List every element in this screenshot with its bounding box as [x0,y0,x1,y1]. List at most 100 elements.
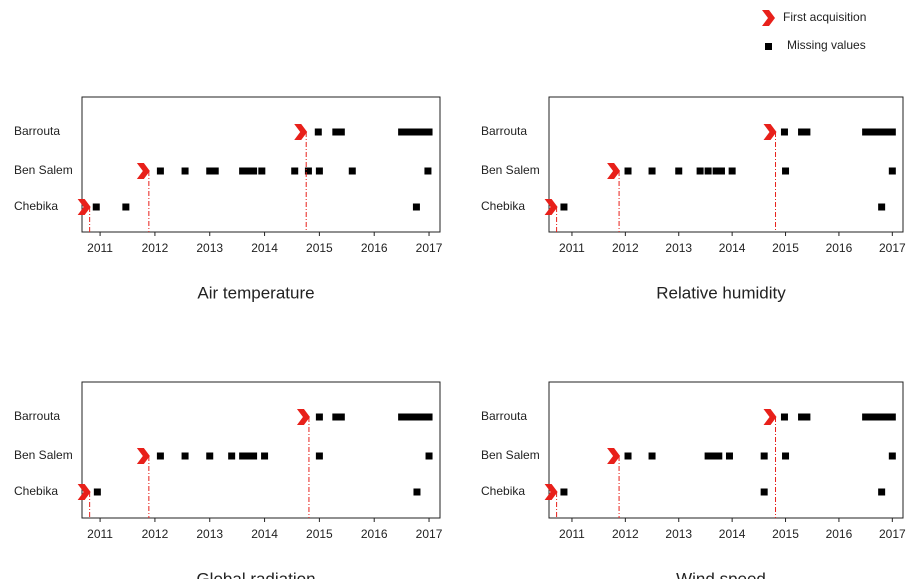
missing-value [258,167,266,175]
missing-value [888,452,896,460]
plot-frame [548,96,904,233]
first-acquisition-marker [136,163,150,179]
station-label: Barrouta [481,409,527,423]
legend-swatch [765,43,772,50]
x-tick-label: 2015 [306,527,333,541]
first-acquisition-marker [607,163,621,179]
missing-value [239,452,247,460]
x-tick-label: 2013 [665,241,692,255]
missing-value [878,203,886,211]
x-tick-label: 2012 [142,241,169,255]
station-label: Ben Salem [481,163,540,177]
missing-value [780,413,788,421]
first-acquisition-marker [763,124,777,140]
plot-frame [81,381,441,519]
missing-value [398,413,406,421]
missing-value [244,452,252,460]
missing-value [337,413,345,421]
x-tick-label: 2013 [196,241,223,255]
missing-value [181,452,189,460]
x-tick-label: 2012 [612,241,639,255]
missing-value [878,488,886,496]
missing-value [156,452,164,460]
missing-value [704,167,712,175]
missing-value [696,167,704,175]
x-tick-label: 2017 [879,527,906,541]
missing-value [560,203,568,211]
missing-value [867,413,875,421]
missing-value [760,488,768,496]
missing-value [704,452,712,460]
missing-value [424,167,432,175]
panel-title: Air temperature [197,283,314,302]
missing-value [798,413,806,421]
x-tick-label: 2016 [826,241,853,255]
missing-value [712,167,720,175]
x-tick-label: 2014 [251,241,278,255]
station-label: Chebika [481,484,525,498]
missing-value [250,452,258,460]
missing-value [675,167,683,175]
plot-frame [81,96,441,233]
panel-title: Global radiation [196,569,315,579]
missing-value [332,413,340,421]
panel-title: Relative humidity [656,283,786,302]
missing-value [93,488,101,496]
station-label: Barrouta [14,124,60,138]
x-tick-label: 2011 [559,527,585,541]
station-label: Barrouta [481,124,527,138]
missing-value [414,413,422,421]
legend-label: First acquisition [783,10,866,24]
missing-value [244,167,252,175]
missing-value [798,128,806,136]
station-label: Ben Salem [481,448,540,462]
missing-value [348,167,356,175]
missing-value [782,452,790,460]
x-tick-label: 2015 [306,241,333,255]
x-tick-label: 2016 [826,527,853,541]
missing-value [250,167,258,175]
missing-value [206,452,214,460]
x-tick-label: 2014 [719,241,746,255]
missing-value [337,128,345,136]
missing-value [878,128,886,136]
x-tick-label: 2013 [665,527,692,541]
missing-value [725,452,733,460]
missing-value [412,203,420,211]
missing-value [883,413,891,421]
first-acquisition-marker [77,484,91,500]
missing-value [156,167,164,175]
missing-value [261,452,269,460]
missing-value [409,128,417,136]
missing-value [728,167,736,175]
first-acquisition-marker [607,448,621,464]
first-acquisition-marker [296,409,310,425]
first-acquisition-marker [762,10,775,26]
missing-value [560,488,568,496]
missing-value [206,167,214,175]
missing-value [760,452,768,460]
missing-value [878,413,886,421]
missing-value [420,413,428,421]
missing-value [398,128,406,136]
panel-title: Wind speed [676,569,766,579]
missing-value [780,128,788,136]
missing-value [715,452,723,460]
x-tick-label: 2012 [612,527,639,541]
missing-value [872,128,880,136]
missing-value [803,413,811,421]
missing-value [239,167,247,175]
missing-value [332,128,340,136]
x-tick-label: 2015 [772,527,799,541]
missing-value [425,128,433,136]
missing-value [403,128,411,136]
missing-value [425,413,433,421]
missing-value [414,128,422,136]
missing-value [425,452,433,460]
x-tick-label: 2013 [196,527,223,541]
missing-value [883,128,891,136]
missing-value [304,167,312,175]
legend-label: Missing values [787,38,866,52]
first-acquisition-marker [77,199,91,215]
missing-value [648,167,656,175]
